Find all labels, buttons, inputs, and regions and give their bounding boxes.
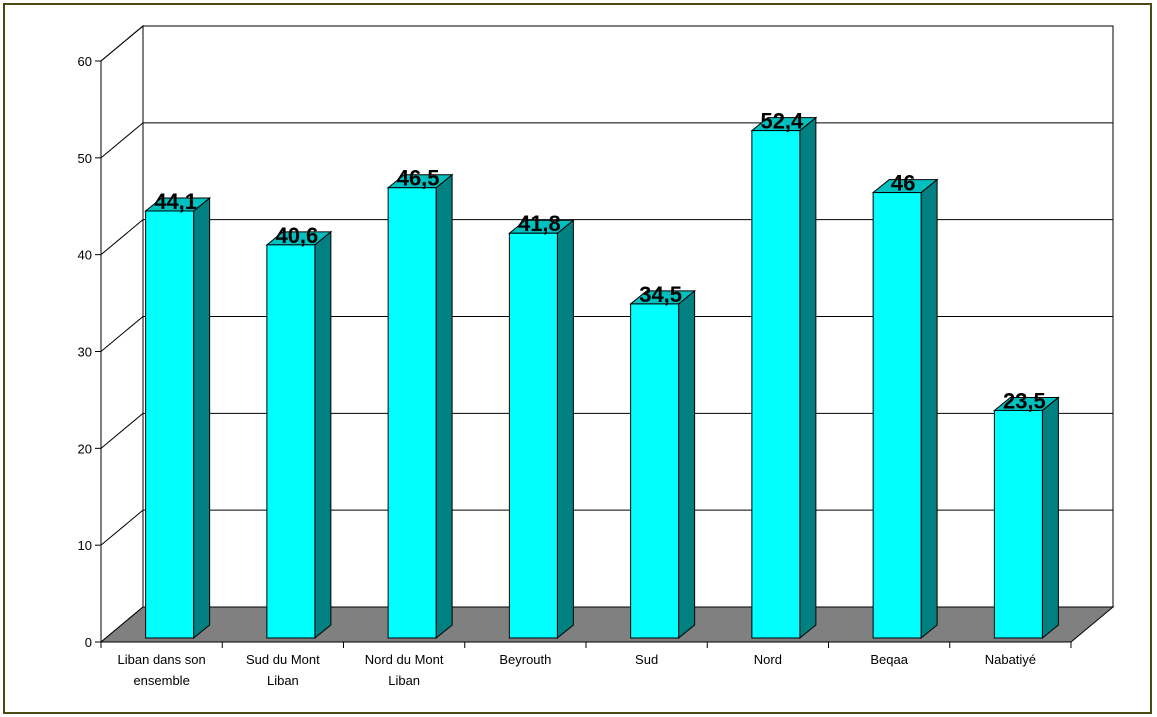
bar-side [435,173,453,640]
y-tick-label: 30 [78,345,92,360]
y-tick-label: 20 [78,441,92,456]
bar-front [508,232,558,639]
bar-front [630,303,680,639]
data-label: 40,6 [275,223,318,248]
bar-front [387,187,437,639]
data-label: 52,4 [760,109,804,134]
bar-6 [750,116,818,640]
gridline [100,25,1113,62]
bar-1 [144,196,212,640]
bar-7 [871,178,939,640]
bars [144,116,1060,640]
x-tick-label: Liban dans son [118,652,206,667]
bar-5 [629,289,697,640]
y-tick-label: 60 [78,54,92,69]
y-tick-label: 0 [85,635,92,650]
bar-side [920,178,938,640]
chart-frame: 0 10 20 30 40 50 60 44,1 Liban dans son ensemble… [3,3,1152,714]
bar-side [678,289,696,640]
x-tick-label: ensemble [133,673,189,688]
bar-2 [265,230,333,640]
bar-front [872,192,922,639]
x-tick-label: Beyrouth [499,652,551,667]
data-label: 23,5 [1003,388,1046,413]
data-label: 41,8 [518,211,561,236]
bar-4 [507,219,575,640]
bar-side [556,219,574,640]
data-label: 34,5 [639,282,682,307]
bar-3 [386,173,454,640]
bar-front [145,210,195,639]
x-tick-label: Nabatiyé [985,652,1036,667]
floor-plane [99,606,1115,643]
x-tick-label: Sud du Mont [246,652,320,667]
bar-front [993,409,1043,639]
x-tick-label: Liban [388,673,420,688]
chart-walls [100,24,1114,644]
bar-8 [992,396,1060,640]
labels: 44,1 Liban dans son ensemble 40,6 Sud du Mon… [118,109,1046,688]
bar-side [193,196,211,640]
y-tick-label: 40 [78,248,92,263]
bar-side [1041,396,1059,640]
x-tick-label: Sud [635,652,658,667]
chart-floor [99,606,1115,643]
axes: 0 10 20 30 40 50 60 [78,54,1072,650]
y-tick-label: 10 [78,538,92,553]
x-tick-label: Nord du Mont [365,652,444,667]
y-tick-label: 50 [78,151,92,166]
bar-side [314,230,332,640]
x-tick-label: Beqaa [870,652,908,667]
data-label: 44,1 [154,189,197,214]
x-tick-label: Liban [267,673,299,688]
bar-chart: 0 10 20 30 40 50 60 44,1 Liban dans son ensemble… [78,24,1115,688]
bar-side [799,116,817,640]
data-label: 46,5 [397,166,440,191]
bar-front [751,130,801,639]
bar-front [266,244,316,639]
data-label: 46 [891,171,915,196]
x-tick-label: Nord [754,652,782,667]
